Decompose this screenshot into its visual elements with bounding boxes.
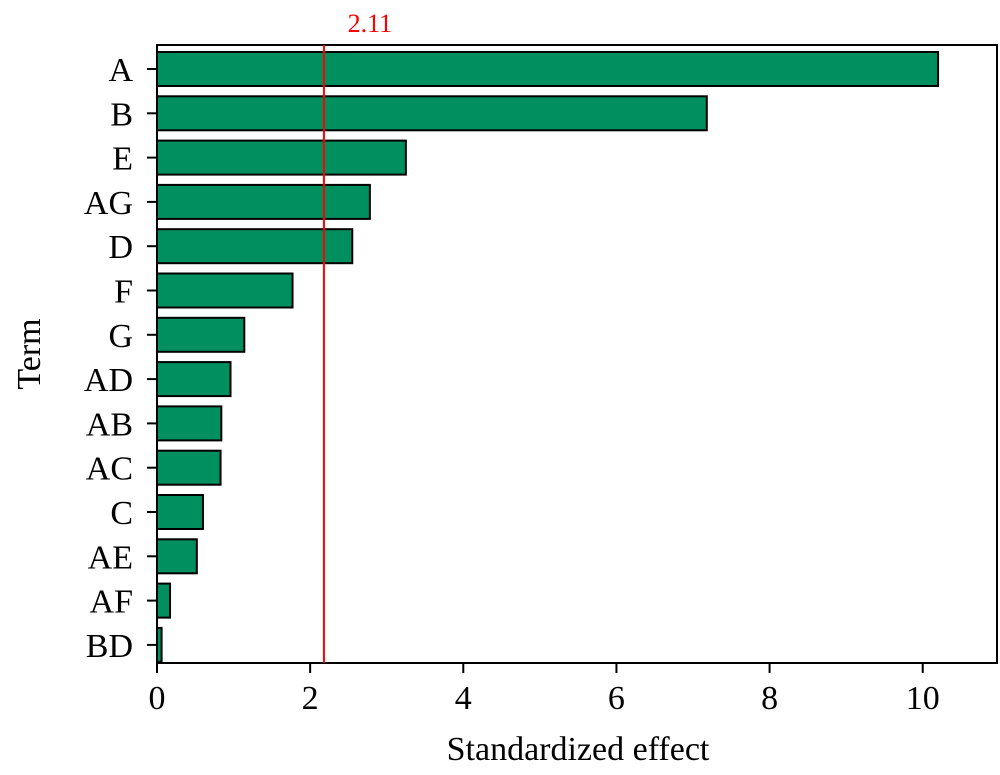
bar-c [156, 494, 204, 530]
bar-a [156, 51, 940, 87]
bar-f [156, 272, 294, 309]
y-tick-label-e: E [112, 141, 133, 178]
y-tick-label-d: D [108, 229, 133, 266]
y-tick-label-ad: AD [84, 362, 133, 399]
y-tick-label-f: F [114, 274, 133, 311]
plot-area-frame [156, 44, 998, 664]
y-tick-label-bd: BD [86, 628, 133, 665]
x-tick-label-8: 8 [761, 680, 778, 717]
y-tick-label-b: B [110, 96, 133, 133]
bar-af [156, 582, 172, 619]
x-tick-label-6: 6 [608, 680, 625, 717]
x-tick-label-10: 10 [906, 680, 940, 717]
x-axis-label: Standardized effect [447, 731, 710, 768]
y-tick-label-g: G [108, 318, 133, 355]
x-axis-ticks: 0 2 4 6 8 10 [149, 663, 940, 717]
reference-line-label: 2.11 [348, 9, 393, 38]
y-axis-label: Term [11, 318, 48, 389]
bar-ae [156, 538, 198, 575]
y-tick-label-ac: AC [86, 451, 133, 488]
bar-ab [156, 405, 223, 442]
bar-b [156, 95, 708, 132]
bar-ag [156, 183, 371, 220]
x-tick-label-0: 0 [149, 680, 166, 717]
y-tick-label-ag: AG [84, 185, 133, 222]
bar-g [156, 316, 246, 353]
y-tick-label-c: C [110, 495, 133, 532]
y-tick-label-af: AF [90, 584, 133, 621]
x-tick-label-2: 2 [302, 680, 319, 717]
y-tick-label-a: A [108, 52, 133, 89]
x-tick-label-4: 4 [455, 680, 472, 717]
bar-e [156, 139, 407, 176]
bars-group [156, 51, 940, 663]
y-tick-label-ab: AB [86, 406, 133, 443]
bar-ac [156, 449, 222, 486]
y-tick-label-ae: AE [88, 539, 133, 576]
bar-ad [156, 361, 232, 398]
